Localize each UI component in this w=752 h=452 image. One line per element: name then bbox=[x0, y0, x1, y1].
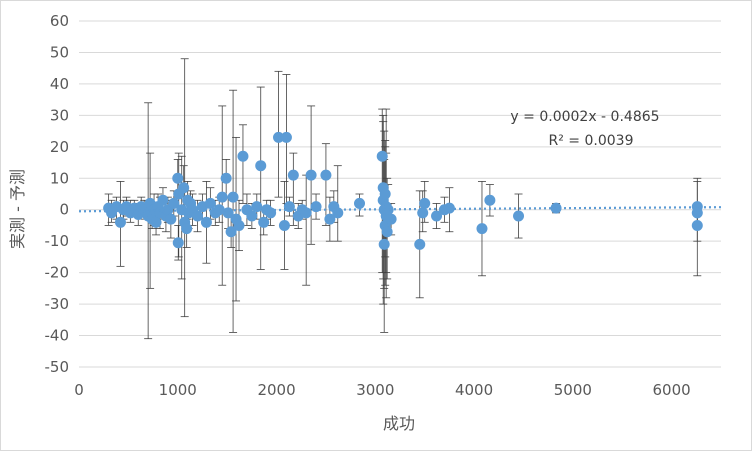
data-point bbox=[200, 216, 212, 228]
trendline-equation: y = 0.0002x - 0.4865 bbox=[510, 109, 659, 125]
x-tick-label: 6000 bbox=[653, 381, 691, 399]
data-point bbox=[379, 188, 391, 200]
gridlines bbox=[79, 20, 721, 368]
data-point bbox=[320, 169, 332, 181]
data-point bbox=[172, 172, 184, 184]
y-tick-label: 20 bbox=[50, 138, 69, 156]
data-point bbox=[414, 238, 426, 250]
y-tick-label: 30 bbox=[50, 106, 69, 124]
data-point bbox=[513, 210, 525, 222]
data-point bbox=[280, 131, 292, 143]
data-point bbox=[165, 213, 177, 225]
x-tick-label: 2000 bbox=[257, 381, 295, 399]
data-point bbox=[310, 201, 322, 213]
data-point bbox=[354, 197, 366, 209]
data-point bbox=[181, 223, 193, 235]
y-tick-label: 10 bbox=[50, 169, 69, 187]
data-point bbox=[417, 207, 429, 219]
data-point bbox=[419, 197, 431, 209]
y-tick-label: -50 bbox=[45, 358, 70, 376]
data-point bbox=[305, 169, 317, 181]
error-bars bbox=[104, 58, 702, 340]
data-point bbox=[220, 172, 232, 184]
data-point bbox=[324, 213, 336, 225]
data-point bbox=[691, 219, 703, 231]
y-axis-title: 実測 - 予測 bbox=[8, 169, 27, 249]
trendline bbox=[78, 206, 722, 213]
data-point bbox=[484, 194, 496, 206]
data-point bbox=[381, 226, 393, 238]
y-tick-label: -30 bbox=[45, 295, 70, 313]
x-axis-title: 成功 bbox=[383, 414, 415, 433]
data-point bbox=[385, 213, 397, 225]
y-tick-label: 50 bbox=[50, 43, 69, 61]
y-tick-label: 0 bbox=[59, 201, 69, 219]
data-point bbox=[283, 201, 295, 213]
x-tick-label: 5000 bbox=[554, 381, 592, 399]
data-point bbox=[378, 238, 390, 250]
data-point bbox=[476, 223, 488, 235]
data-point bbox=[114, 216, 126, 228]
data-point bbox=[150, 216, 162, 228]
data-point bbox=[204, 197, 216, 209]
data-point bbox=[258, 216, 270, 228]
data-point bbox=[237, 150, 249, 162]
x-axis-ticks: 0 1000 2000 3000 4000 5000 6000 bbox=[74, 381, 690, 399]
data-point bbox=[550, 202, 562, 214]
data-point bbox=[287, 169, 299, 181]
data-point bbox=[216, 191, 228, 203]
data-point bbox=[332, 207, 344, 219]
y-tick-label: 60 bbox=[50, 12, 69, 30]
y-tick-label: -10 bbox=[45, 232, 70, 250]
data-point bbox=[691, 207, 703, 219]
data-point bbox=[178, 182, 190, 194]
x-tick-label: 1000 bbox=[159, 381, 197, 399]
data-point bbox=[233, 219, 245, 231]
data-point bbox=[382, 204, 394, 216]
data-point bbox=[192, 210, 204, 222]
data-point bbox=[278, 219, 290, 231]
data-point bbox=[225, 226, 237, 238]
y-tick-label: -40 bbox=[45, 327, 70, 345]
data-point bbox=[255, 160, 267, 172]
data-point bbox=[273, 131, 285, 143]
data-point bbox=[172, 237, 184, 249]
data-point bbox=[168, 197, 180, 209]
data-point bbox=[265, 207, 277, 219]
x-tick-label: 0 bbox=[74, 381, 84, 399]
data-point bbox=[376, 150, 388, 162]
data-point bbox=[300, 207, 312, 219]
r-squared-label: R² = 0.0039 bbox=[549, 133, 634, 149]
data-point bbox=[431, 210, 443, 222]
x-tick-label: 4000 bbox=[455, 381, 493, 399]
x-tick-label: 3000 bbox=[356, 381, 394, 399]
data-point bbox=[246, 210, 258, 222]
data-point bbox=[227, 191, 239, 203]
y-tick-label: 40 bbox=[50, 75, 69, 93]
y-tick-label: -20 bbox=[45, 264, 70, 282]
data-point bbox=[157, 194, 169, 206]
y-axis-ticks: 60 50 40 30 20 10 0 -10 -20 -30 -40 -50 bbox=[45, 12, 70, 376]
